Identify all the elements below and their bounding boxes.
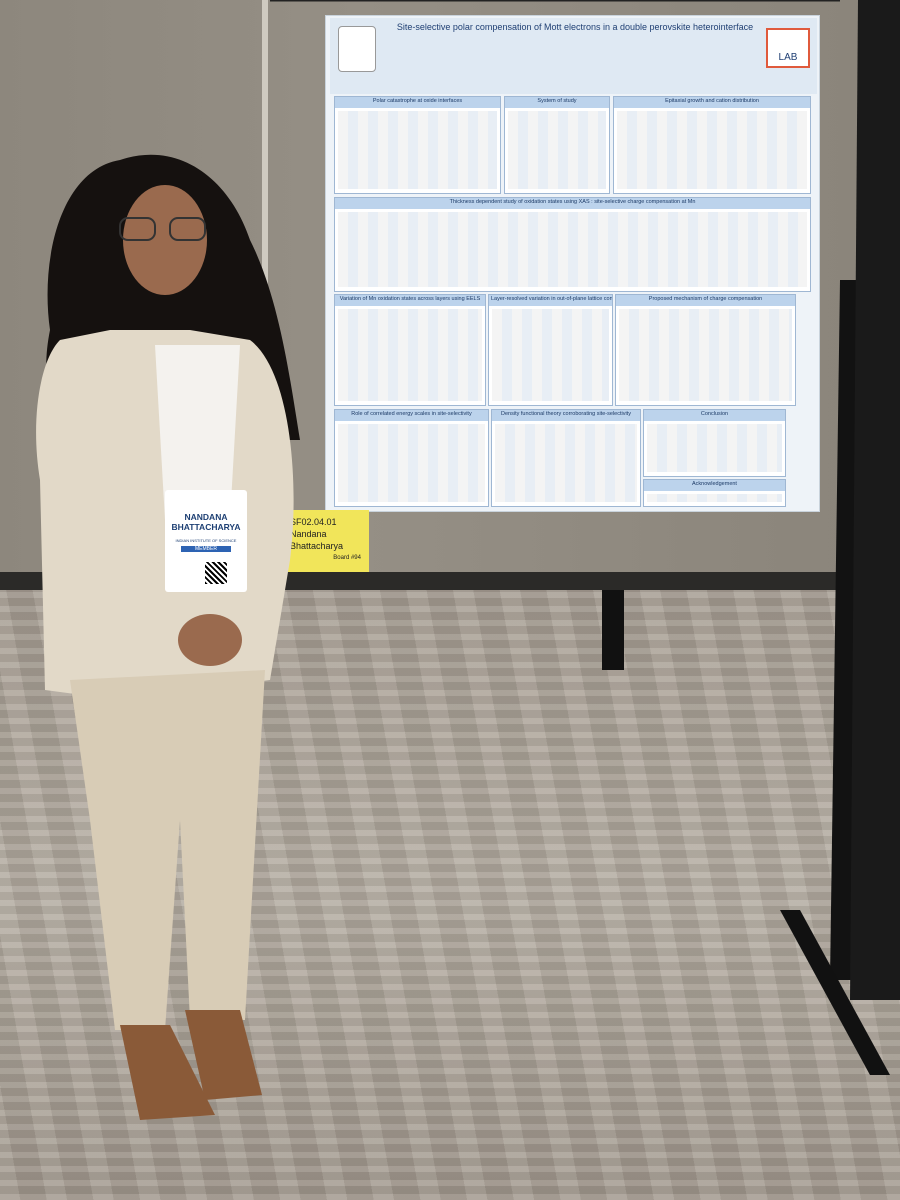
stand-leg — [602, 590, 624, 670]
stand-pole — [850, 0, 900, 1000]
section-heading: Role of correlated energy scales in site… — [335, 410, 488, 421]
poster-section: Conclusion — [643, 409, 786, 477]
section-figure — [338, 212, 807, 287]
section-heading: Variation of Mn oxidation states across … — [335, 295, 485, 306]
poster-section: Epitaxial growth and cation distribution — [613, 96, 811, 194]
board-number: Board #94 — [333, 555, 361, 561]
section-figure — [619, 309, 792, 401]
trousers — [70, 670, 265, 1030]
section-heading: Layer-resolved variation in out-of-plane… — [489, 295, 612, 306]
board-sign: SF02.04.01 Nandana Bhattacharya Board #9… — [282, 510, 369, 572]
face — [123, 185, 207, 295]
poster-section: Density functional theory corroborating … — [491, 409, 641, 507]
poster: Site-selective polar compensation of Mot… — [325, 15, 820, 512]
poster-section: Polar catastrophe at oxide interfaces — [334, 96, 501, 194]
poster-section: Acknowledgement — [643, 479, 786, 507]
poster-title: Site-selective polar compensation of Mot… — [396, 22, 754, 32]
section-figure — [338, 309, 482, 401]
poster-header: Site-selective polar compensation of Mot… — [330, 18, 817, 94]
badge-member: MEMBER — [181, 546, 231, 552]
boot — [120, 1025, 215, 1120]
hands — [178, 614, 242, 666]
poster-section: Layer-resolved variation in out-of-plane… — [488, 294, 613, 406]
poster-section: Thickness dependent study of oxidation s… — [334, 197, 811, 292]
glasses — [119, 217, 156, 241]
section-figure — [495, 424, 637, 502]
section-heading: Conclusion — [644, 410, 785, 421]
badge-qr — [205, 562, 227, 584]
section-figure — [338, 424, 485, 502]
section-heading: System of study — [505, 97, 609, 108]
poster-section: Role of correlated energy scales in site… — [334, 409, 489, 507]
institution-seal — [338, 26, 376, 72]
section-figure — [647, 424, 782, 472]
boot — [185, 1010, 262, 1100]
board-code: SF02.04.01 — [290, 517, 337, 527]
board-name: Nandana Bhattacharya — [290, 529, 344, 551]
section-heading: Density functional theory corroborating … — [492, 410, 640, 421]
poster-section: System of study — [504, 96, 610, 194]
poster-section: Variation of Mn oxidation states across … — [334, 294, 486, 406]
section-heading: Epitaxial growth and cation distribution — [614, 97, 810, 108]
shirt — [155, 345, 240, 520]
badge-name: NANDANA BHATTACHARYA — [171, 512, 241, 532]
lab-logo: LAB — [766, 28, 810, 68]
section-heading: Proposed mechanism of charge compensatio… — [616, 295, 795, 306]
section-figure — [492, 309, 609, 401]
badge-institution: INDIAN INSTITUTE OF SCIENCE — [175, 538, 237, 543]
section-figure — [338, 111, 497, 189]
section-figure — [508, 111, 606, 189]
section-heading: Thickness dependent study of oxidation s… — [335, 198, 810, 209]
badge: NANDANA BHATTACHARYA INDIAN INSTITUTE OF… — [165, 490, 247, 592]
glasses — [169, 217, 206, 241]
panel-edge — [262, 0, 268, 340]
stand-base — [780, 910, 890, 1075]
section-heading: Acknowledgement — [644, 480, 785, 491]
section-figure — [617, 111, 807, 189]
poster-section: Proposed mechanism of charge compensatio… — [615, 294, 796, 406]
section-figure — [647, 494, 782, 502]
section-heading: Polar catastrophe at oxide interfaces — [335, 97, 500, 108]
